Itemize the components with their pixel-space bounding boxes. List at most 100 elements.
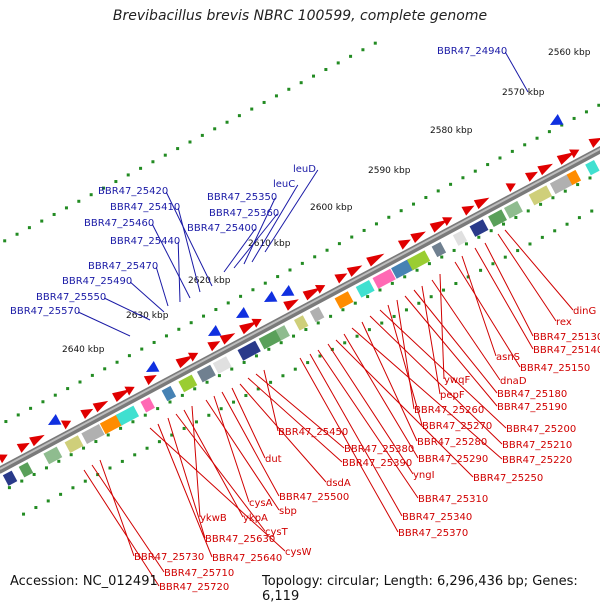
function-block	[275, 325, 290, 341]
red-leader-line	[231, 387, 266, 459]
function-block-fill	[503, 200, 523, 219]
tick-mark	[193, 387, 197, 391]
tick-mark	[267, 347, 271, 351]
function-block	[334, 291, 354, 309]
tick-mark	[429, 295, 433, 299]
tick-mark	[219, 407, 223, 411]
tick-mark	[143, 413, 147, 417]
blue-leader-line	[251, 184, 299, 263]
tick-mark	[292, 334, 296, 338]
forward-gene-arrow	[80, 408, 94, 419]
tick-mark	[502, 222, 506, 226]
tick-mark	[168, 400, 172, 404]
tick-mark	[34, 506, 38, 510]
function-block	[406, 250, 431, 271]
forward-gene-arrow	[175, 355, 194, 369]
forward-gene-arrow	[334, 273, 348, 284]
tick-mark	[350, 235, 354, 239]
function-block-fill	[488, 209, 507, 228]
reverse-gene-arrow	[236, 307, 250, 318]
tick-mark	[250, 107, 254, 111]
blue-gene-label: leuD	[293, 164, 316, 175]
forward-gene-arrow	[29, 434, 45, 447]
tick-mark	[106, 433, 110, 437]
forward-gene-arrow	[187, 352, 199, 362]
function-block	[488, 209, 507, 228]
tick-mark	[32, 472, 36, 476]
tick-mark	[584, 110, 588, 114]
tick-mark	[547, 130, 551, 134]
forward-gene-shape	[112, 389, 131, 403]
reverse-gene-shape	[281, 285, 295, 296]
tick-mark	[29, 406, 33, 410]
red-gene-label: BBR47_25180	[497, 389, 567, 400]
tick-mark	[461, 176, 465, 180]
tick-mark	[349, 54, 353, 58]
tick-mark	[239, 294, 243, 298]
tick-mark	[40, 219, 44, 223]
red-leader-line	[99, 459, 135, 557]
function-block-fill	[585, 159, 600, 176]
red-gene-label: BBR47_25150	[520, 363, 590, 374]
blue-gene-label: BBR47_25460	[84, 218, 154, 229]
tick-mark	[94, 440, 98, 444]
function-block-fill	[43, 446, 63, 465]
tick-mark	[577, 216, 581, 220]
forward-gene-arrow	[366, 253, 385, 267]
tick-mark	[119, 426, 123, 430]
tick-mark	[263, 281, 267, 285]
tick-mark	[576, 183, 580, 187]
red-gene-label: BBR47_25290	[418, 454, 488, 465]
tick-mark	[373, 41, 377, 45]
tick-mark	[213, 127, 217, 131]
tick-mark	[390, 281, 394, 285]
red-gene-label: BBR47_25270	[422, 421, 492, 432]
tick-mark	[244, 394, 248, 398]
red-gene-label: BBR47_25630	[205, 534, 275, 545]
tick-mark	[560, 123, 564, 127]
tick-mark	[232, 400, 236, 404]
function-block-fill	[406, 250, 431, 271]
red-gene-label: BBR47_25220	[502, 455, 572, 466]
tick-mark	[498, 156, 502, 160]
red-leader-line	[413, 289, 498, 394]
forward-gene-arrow	[0, 454, 8, 464]
forward-gene-arrow	[16, 442, 30, 453]
tick-mark	[77, 199, 81, 203]
tick-mark	[353, 301, 357, 305]
tick-mark	[341, 308, 345, 312]
tick-mark	[306, 361, 310, 365]
tick-mark	[276, 275, 280, 279]
tick-mark	[563, 189, 567, 193]
reverse-gene-shape	[48, 414, 62, 425]
tick-mark	[64, 206, 68, 210]
tick-mark	[412, 202, 416, 206]
tick-mark	[337, 242, 341, 246]
tick-mark	[415, 268, 419, 272]
tick-mark	[343, 341, 347, 345]
function-block-fill	[81, 423, 105, 444]
tick-mark	[491, 262, 495, 266]
tick-mark	[114, 180, 118, 184]
function-block-fill	[452, 230, 468, 246]
function-block	[212, 356, 232, 374]
red-leader-line	[83, 469, 160, 587]
blue-leader-line	[223, 228, 256, 273]
tick-mark	[436, 189, 440, 193]
reverse-gene-shape	[236, 307, 250, 318]
tick-mark	[304, 328, 308, 332]
function-block	[503, 200, 523, 219]
reverse-gene-shape	[146, 361, 160, 372]
forward-gene-shape	[442, 217, 453, 227]
tick-mark	[403, 275, 407, 279]
tick-mark	[312, 74, 316, 78]
reverse-gene-shape	[208, 325, 222, 336]
forward-gene-arrow	[346, 265, 363, 277]
function-block	[2, 470, 18, 486]
tick-mark	[473, 169, 477, 173]
tick-mark	[367, 328, 371, 332]
red-leader-line	[497, 233, 557, 322]
tick-mark	[108, 466, 112, 470]
map-title: Brevibacillus brevis NBRC 100599, comple…	[112, 8, 488, 24]
gene-tracks	[0, 41, 600, 516]
